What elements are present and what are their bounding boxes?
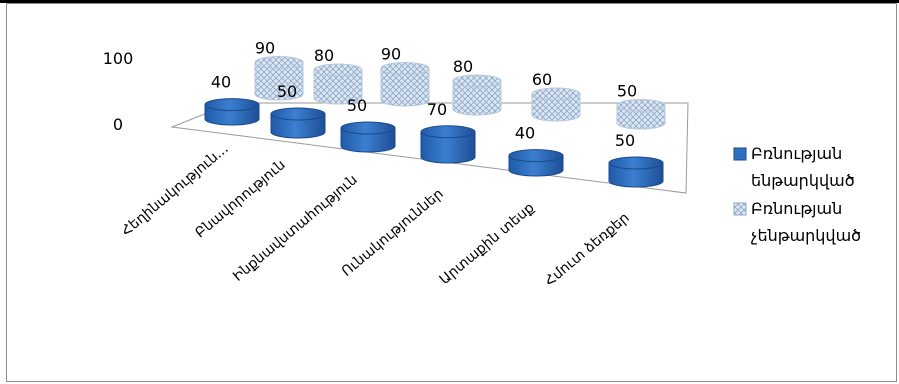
front-series-bar (204, 98, 260, 126)
front-series-bar (340, 121, 396, 153)
category-axis-label: Ունակություններ (339, 186, 447, 280)
back-series-bar (380, 62, 430, 107)
back-series-value-label: 80 (453, 57, 473, 76)
legend-swatch (733, 202, 747, 216)
back-series-bar (452, 74, 502, 116)
front-series-value-label: 50 (277, 82, 297, 101)
front-series-bar (270, 107, 326, 139)
back-series-bar (254, 56, 304, 101)
back-series-value-label: 80 (314, 46, 334, 65)
legend-label-line2: չենթարկված (751, 226, 861, 245)
y-tick-label: 100 (103, 49, 134, 68)
back-series-bar (616, 99, 666, 130)
chart-frame (6, 3, 897, 382)
category-axis-label: Հմուտ ձեռքեր (542, 210, 633, 290)
back-series-bar (531, 87, 581, 122)
legend-swatch (733, 147, 747, 161)
back-series-value-label: 90 (255, 39, 275, 58)
front-series-bar (420, 125, 476, 164)
front-series-value-label: 40 (515, 124, 535, 143)
front-series-value-label: 70 (427, 100, 447, 119)
legend-label: Բռնության (751, 199, 842, 218)
legend-label: Բռնության (751, 144, 842, 163)
front-series-value-label: 50 (347, 96, 367, 115)
back-series-value-label: 60 (532, 70, 552, 89)
y-tick-label: 0 (113, 115, 123, 134)
category-axis-label: Արտաքին տեսք (437, 200, 538, 288)
front-series-value-label: 50 (615, 131, 635, 150)
top-border-line (0, 0, 899, 3)
back-series-bar (313, 63, 363, 105)
back-series-value-label: 90 (381, 45, 401, 64)
front-series-bar (508, 149, 564, 177)
front-series-value-label: 40 (211, 73, 231, 92)
front-series-bar (608, 156, 664, 188)
back-series-value-label: 50 (617, 82, 637, 101)
legend-label-line2: ենթարկված (751, 171, 855, 190)
